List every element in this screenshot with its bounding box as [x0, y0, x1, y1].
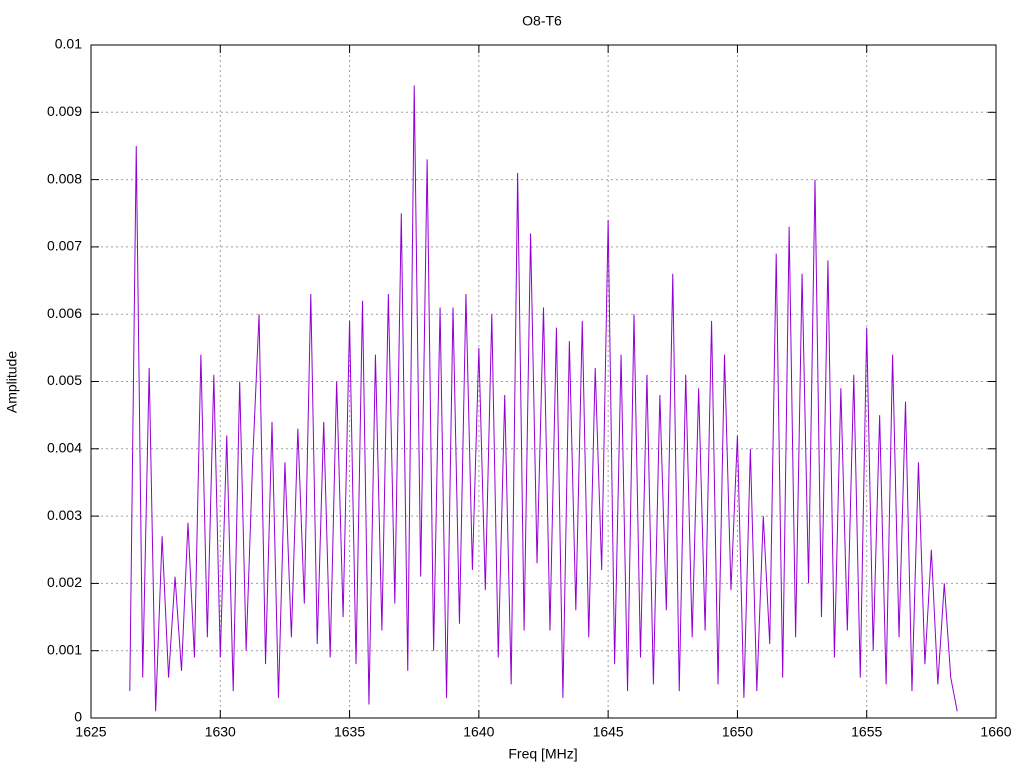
y-tick-label: 0.001 [47, 641, 82, 657]
chart-title: O8-T6 [522, 13, 562, 29]
x-tick-label: 1635 [334, 724, 365, 740]
y-tick-label: 0.009 [47, 103, 82, 119]
y-tick-label: 0.007 [47, 238, 82, 254]
y-axis-label: Amplitude [4, 351, 20, 413]
x-tick-label: 1640 [463, 724, 494, 740]
y-tick-label: 0.005 [47, 372, 82, 388]
x-tick-label: 1660 [980, 724, 1011, 740]
y-tick-label: 0.008 [47, 170, 82, 186]
x-axis-label: Freq [MHz] [508, 746, 577, 762]
y-tick-label: 0 [74, 709, 82, 725]
y-tick-label: 0.004 [47, 440, 82, 456]
x-tick-label: 1630 [205, 724, 236, 740]
y-tick-label: 0.006 [47, 305, 82, 321]
x-tick-label: 1650 [722, 724, 753, 740]
data-line [129, 85, 958, 712]
plot-border [90, 44, 997, 719]
x-tick-label: 1625 [75, 724, 106, 740]
y-tick-label: 0.01 [55, 36, 82, 52]
x-tick-label: 1655 [851, 724, 882, 740]
y-tick-label: 0.002 [47, 574, 82, 590]
x-tick-label: 1645 [593, 724, 624, 740]
y-tick-label: 0.003 [47, 507, 82, 523]
